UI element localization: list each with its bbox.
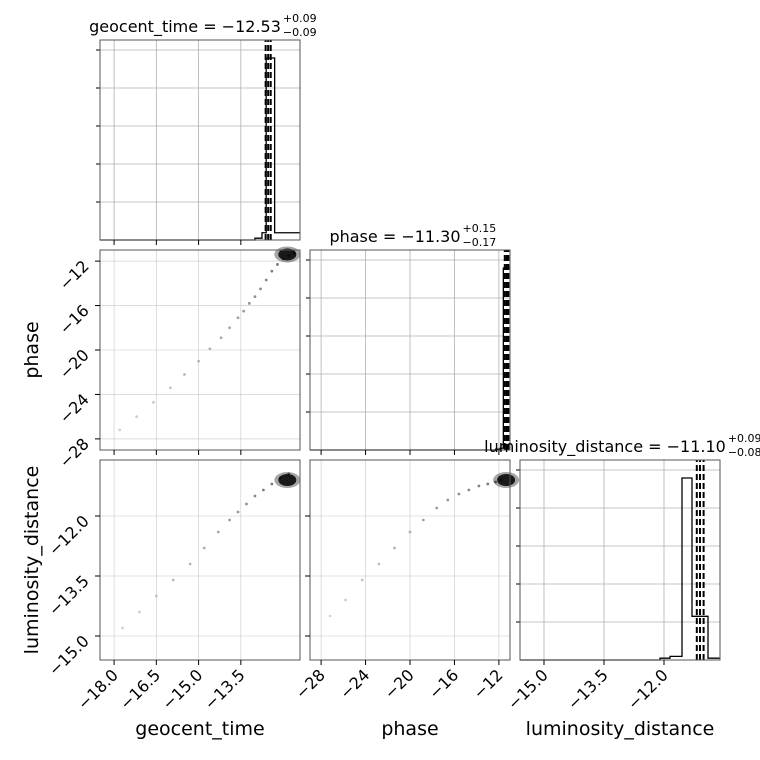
scatter-point (216, 530, 220, 534)
histogram-bar (275, 233, 300, 240)
y-tick-label-phase: −20 (56, 345, 93, 382)
title-error-minus: −0.17 (463, 236, 497, 249)
scatter-point (270, 482, 274, 486)
scatter-point (236, 316, 240, 320)
scatter-point (188, 562, 192, 566)
density-core (278, 474, 297, 486)
scatter-point (435, 506, 439, 510)
histogram-panel-phase: phase = −11.30 +0.15−0.17 (306, 222, 511, 455)
scatter-panel-geocent_time-luminosity_distance (95, 459, 301, 665)
scatter-point (202, 546, 206, 550)
scatter-point (328, 614, 332, 618)
scatter-point (236, 510, 240, 514)
panel-frame (519, 459, 721, 661)
density-core (278, 248, 297, 261)
scatter-panel-geocent_time-phase (95, 246, 301, 455)
scatter-point (121, 626, 124, 630)
scatter-point (494, 480, 497, 484)
x-tick-label-luminosity_distance: −13.5 (564, 665, 612, 713)
x-tick-label-luminosity_distance: −15.0 (504, 665, 552, 713)
y-tick-label-phase: −24 (56, 390, 93, 427)
title-error-plus: +0.09 (728, 432, 760, 445)
scatter-point (152, 400, 155, 404)
scatter-point (270, 269, 274, 273)
scatter-point (197, 359, 200, 363)
y-tick-label-luminosity_distance: −15.0 (45, 631, 93, 679)
scatter-point (276, 263, 279, 266)
scatter-point (486, 482, 490, 486)
scatter-point (228, 518, 231, 522)
scatter-point (446, 498, 450, 502)
scatter-point (253, 494, 257, 498)
scatter-point (138, 610, 141, 614)
y-tick-label-phase: −16 (56, 301, 93, 338)
scatter-point (393, 546, 396, 550)
y-tick-label-phase: −12 (56, 257, 93, 294)
scatter-point (467, 488, 471, 492)
scatter-point (135, 415, 139, 419)
y-tick-label-luminosity_distance: −13.5 (45, 571, 93, 619)
x-axis-label-phase: phase (381, 718, 438, 740)
histogram-panel-luminosity_distance: luminosity_distance = −11.10 +0.09−0.08 (484, 432, 760, 665)
y-axis-label-luminosity_distance: luminosity_distance (21, 466, 43, 655)
scatter-point (261, 488, 265, 492)
density-core (497, 474, 516, 486)
y-axis-label-phase: phase (21, 321, 43, 378)
scatter-point (253, 295, 257, 299)
scatter-point (208, 347, 212, 351)
scatter-point (421, 518, 425, 522)
scatter-point (245, 502, 248, 506)
x-tick-label-geocent_time: −15.0 (158, 665, 206, 713)
scatter-point (360, 578, 364, 582)
panel-frame (99, 459, 301, 661)
scatter-point (118, 428, 122, 432)
scatter-point (247, 301, 251, 305)
scatter-point (242, 309, 246, 313)
y-tick-label-luminosity_distance: −12.0 (45, 511, 93, 559)
title-error-minus: −0.08 (728, 446, 760, 459)
scatter-point (169, 386, 172, 390)
scatter-point (477, 484, 481, 488)
x-tick-label-geocent_time: −18.0 (74, 665, 122, 713)
scatter-point (344, 598, 347, 602)
scatter-point (228, 326, 231, 330)
scatter-point (377, 562, 381, 566)
x-tick-label-geocent_time: −13.5 (201, 665, 249, 713)
x-axis-label-geocent_time: geocent_time (135, 718, 264, 740)
x-tick-label-phase: −20 (381, 665, 418, 702)
scatter-point (408, 530, 412, 534)
histogram-title: phase = −11.30 (329, 227, 460, 246)
scatter-point (264, 278, 268, 282)
scatter-point (219, 336, 223, 340)
scatter-point (183, 373, 186, 376)
scatter-point (171, 578, 175, 582)
title-error-plus: +0.15 (463, 222, 497, 235)
histogram-step-line (520, 477, 720, 661)
x-tick-label-phase: −12 (469, 665, 506, 702)
scatter-panel-phase-luminosity_distance (305, 459, 520, 665)
title-error-minus: −0.09 (283, 26, 317, 39)
scatter-point (154, 594, 158, 598)
histogram-panel-geocent_time: geocent_time = −12.53 +0.09−0.09 (89, 12, 317, 245)
x-axis-label-luminosity_distance: luminosity_distance (526, 718, 715, 740)
x-tick-label-geocent_time: −16.5 (116, 665, 164, 713)
histogram-title: geocent_time = −12.53 (89, 17, 281, 37)
x-tick-label-phase: −24 (336, 665, 373, 702)
x-tick-label-phase: −28 (292, 665, 329, 702)
y-tick-label-phase: −28 (56, 434, 93, 471)
x-tick-label-phase: −16 (425, 665, 462, 702)
panel-frame (99, 39, 301, 241)
scatter-point (259, 287, 262, 291)
histogram-step-line (100, 57, 300, 241)
x-tick-label-luminosity_distance: −12.0 (624, 665, 672, 713)
histogram-bar (682, 478, 692, 660)
title-error-plus: +0.09 (283, 12, 317, 25)
histogram-title: luminosity_distance = −11.10 (484, 437, 726, 457)
scatter-point (457, 492, 461, 496)
